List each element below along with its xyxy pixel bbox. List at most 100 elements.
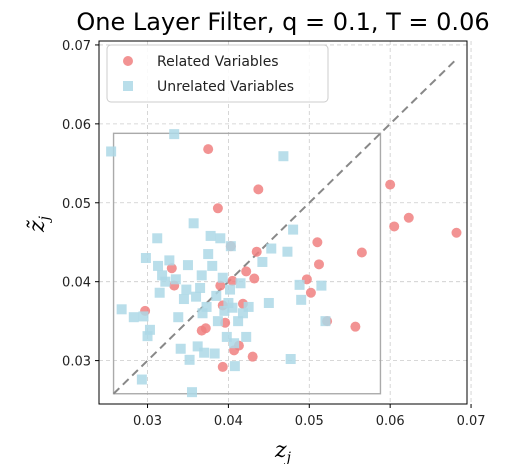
x-tick-label: 0.03 (133, 414, 162, 429)
unrelated-variable-point (243, 301, 254, 312)
unrelated-variable-point (140, 253, 151, 264)
unrelated-variable-point (263, 297, 274, 308)
related-variable-point (451, 227, 462, 238)
unrelated-variable-point (296, 294, 307, 305)
unrelated-variable-point (237, 308, 248, 319)
unrelated-variable-point (288, 224, 299, 235)
unrelated-variable-point (209, 348, 220, 359)
related-variable-point (305, 287, 316, 298)
chart-title: One Layer Filter, q = 0.1, T = 0.06 (76, 8, 489, 36)
y-tick-label: 0.04 (62, 276, 91, 291)
related-variable-point (312, 237, 323, 248)
legend-marker-unrelated (123, 81, 133, 91)
unrelated-variable-point (178, 294, 189, 305)
unrelated-variable-point (285, 354, 296, 365)
unrelated-variable-point (227, 302, 238, 313)
reference-lines (112, 60, 456, 395)
unrelated-variable-point (233, 316, 244, 327)
unrelated-variable-point (191, 291, 202, 302)
unrelated-variable-point (142, 331, 153, 342)
unrelated-variable-point (195, 282, 206, 293)
unrelated-variable-point (153, 260, 164, 271)
unrelated-variable-point (164, 255, 175, 266)
unrelated-variable-point (138, 311, 149, 322)
legend-label-related: Related Variables (157, 54, 279, 70)
diagonal-reference-line (112, 60, 456, 395)
unrelated-variable-point (221, 331, 232, 342)
related-variable-point (350, 321, 361, 332)
related-variable-point (217, 361, 228, 372)
threshold-box (112, 132, 382, 395)
unrelated-variable-point (128, 312, 139, 323)
unrelated-variable-point (187, 387, 198, 398)
related-variable-point (215, 280, 226, 291)
unrelated-variable-point (106, 146, 117, 157)
related-variable-point (241, 266, 252, 277)
unrelated-variable-point (207, 260, 218, 271)
x-tick-label: 0.07 (457, 414, 486, 429)
x-axis-label: zj (274, 438, 292, 464)
unrelated-variable-point (211, 290, 222, 301)
related-variable-point (249, 273, 260, 284)
related-variable-point (203, 144, 214, 155)
related-variable-point (166, 263, 177, 274)
unrelated-variable-point (316, 280, 327, 291)
legend-box (106, 44, 329, 103)
unrelated-variable-point (170, 274, 181, 285)
unrelated-variable-point (197, 308, 208, 319)
legend-label-unrelated: Unrelated Variables (157, 79, 294, 95)
legend-marker-related (123, 56, 133, 66)
y-tick-label: 0.06 (62, 118, 91, 133)
unrelated-variable-point (225, 284, 236, 295)
unrelated-variable-point (144, 324, 155, 335)
unrelated-variable-point (184, 354, 195, 365)
unrelated-variable-point (152, 233, 163, 244)
unrelated-variable-point (188, 218, 199, 229)
unrelated-variable-point (173, 312, 184, 323)
related-variable-point (356, 247, 367, 258)
unrelated-variable-point (217, 272, 228, 283)
unrelated-variable-point (294, 279, 305, 290)
x-tick-label: 0.06 (376, 414, 405, 429)
related-variable-point (389, 221, 400, 232)
data-points (106, 129, 462, 398)
unrelated-variable-point (182, 260, 193, 271)
axis-ticks: 0.03 0.04 0.05 0.06 0.07 0.03 0.04 0.05 0.06 0.07 (62, 39, 485, 429)
unrelated-variable-point (266, 243, 277, 254)
unrelated-variable-point (157, 270, 168, 281)
legend: Related Variables Unrelated Variables (106, 44, 329, 103)
unrelated-variable-point (219, 305, 230, 316)
related-variable-point (227, 275, 238, 286)
unrelated-variable-point (205, 230, 216, 241)
unrelated-variable-point (136, 374, 147, 385)
related-variable-point (212, 203, 223, 214)
related-variable-point (247, 351, 258, 362)
related-variable-point (253, 184, 264, 195)
unrelated-variable-point (235, 278, 246, 289)
unrelated-variable-point (320, 316, 331, 327)
unrelated-variable-point (175, 343, 186, 354)
unrelated-variable-point (203, 249, 214, 260)
unrelated-variable-point (169, 129, 180, 140)
unrelated-variable-point (225, 241, 236, 252)
related-variable-point (200, 323, 211, 334)
related-variable-point (251, 246, 262, 257)
x-tick-label: 0.05 (295, 414, 324, 429)
unrelated-variable-point (116, 304, 127, 315)
unrelated-variable-point (160, 276, 171, 287)
unrelated-variable-point (241, 331, 252, 342)
unrelated-variable-point (196, 270, 207, 281)
unrelated-variable-point (282, 246, 293, 257)
unrelated-variable-point (215, 233, 226, 244)
y-tick-label: 0.07 (62, 39, 91, 54)
x-tick-label: 0.04 (214, 414, 243, 429)
unrelated-variable-point (154, 287, 165, 298)
related-variable-point (313, 259, 324, 270)
unrelated-variable-point (212, 316, 223, 327)
related-variable-point (385, 179, 396, 190)
plot-area-frame (98, 40, 468, 405)
unrelated-variable-point (199, 347, 210, 358)
unrelated-variable-point (192, 341, 203, 352)
y-tick-label: 0.03 (62, 355, 91, 370)
